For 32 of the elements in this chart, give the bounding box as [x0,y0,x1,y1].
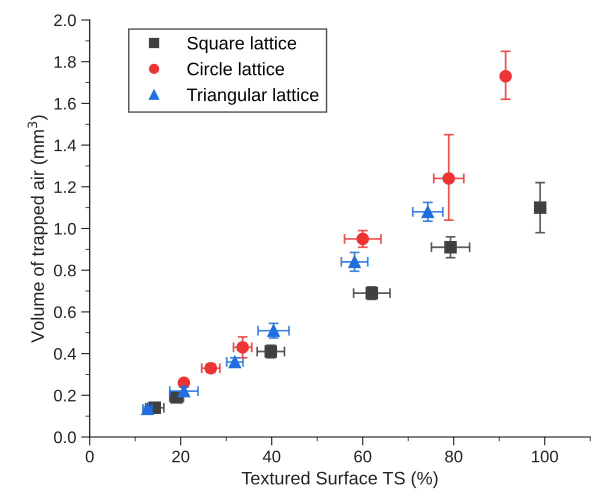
y-tick-label: 0.6 [54,306,76,318]
x-tick-label: 40 [262,450,280,462]
x-tick-label: 60 [354,450,372,462]
y-tick-label: 1.8 [54,56,76,68]
y-tick-label: 1.4 [54,140,76,152]
y-tick-label: 0.8 [54,264,76,276]
y-tick-label: 0.2 [54,390,76,402]
y-tick-label: 1.6 [54,98,76,110]
y-tick-label: 1.2 [54,181,76,193]
point [442,172,455,185]
y-tick-label: 0.4 [54,348,76,360]
y-tick-label: 0.0 [54,431,76,444]
point [422,206,434,218]
y-tick-label: 2.0 [54,14,76,26]
legend-label: Triangular lattice [186,88,319,105]
point [178,384,190,398]
point [534,201,546,214]
x-tick-label: 100 [532,450,558,462]
x-axis-title: Textured Surface TS (%) [242,471,438,488]
point [228,356,242,368]
point [356,232,369,246]
point [444,241,457,254]
y-tick-label: 1.0 [54,222,76,235]
point [348,256,361,268]
y-axis-title: Volume of trapped air (mm$^{3}$) [28,115,48,343]
x-tick-label: 20 [172,450,190,462]
x-tick-label: 80 [445,450,462,462]
x-tick-label: 0 [86,450,94,462]
point [236,341,249,354]
legend-label: Square lattice [187,36,296,54]
legend-label: Circle lattice [187,62,284,76]
point [499,70,512,83]
